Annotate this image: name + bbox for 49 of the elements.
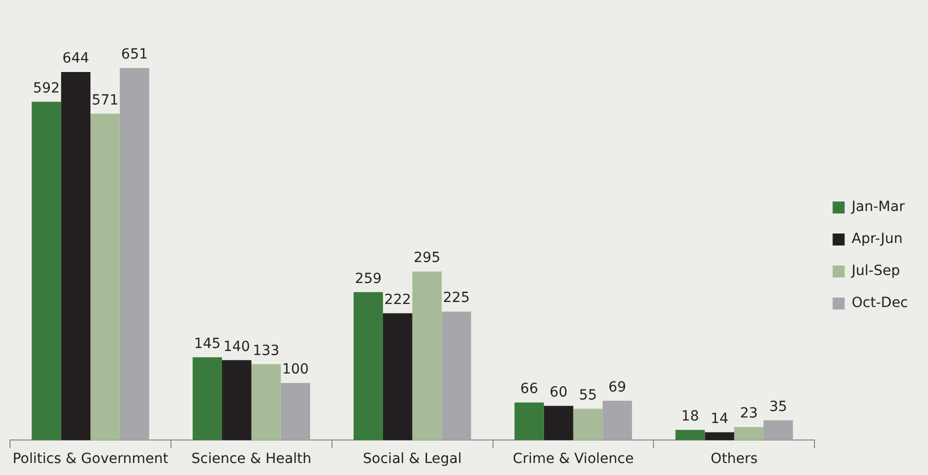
- bar: [120, 68, 150, 440]
- data-label: 259: [354, 270, 382, 287]
- bar: [764, 420, 793, 440]
- data-label: 592: [33, 80, 60, 96]
- bar: [251, 364, 281, 440]
- bar: [734, 427, 764, 440]
- x-tick-label: Politics & Government: [12, 451, 169, 468]
- data-label: 60: [550, 384, 568, 401]
- bar: [382, 313, 412, 440]
- bar: [573, 408, 603, 440]
- x-tick-label: Science & Health: [191, 451, 312, 468]
- legend-label: Apr-Jun: [852, 231, 903, 248]
- data-label: 651: [121, 46, 148, 63]
- bar: [90, 114, 120, 440]
- data-label: 145: [194, 336, 221, 352]
- bar: [61, 72, 90, 440]
- data-label: 100: [282, 362, 309, 378]
- data-label: 225: [443, 290, 470, 306]
- bar: [354, 292, 383, 440]
- data-label: 35: [769, 398, 788, 415]
- x-tick-label: Crime & Violence: [512, 451, 634, 468]
- bar: [602, 400, 632, 440]
- legend-label: Jul-Sep: [850, 263, 900, 280]
- legend-label: Jan-Mar: [850, 199, 905, 216]
- bar: [222, 360, 252, 440]
- x-tick-label: Others: [710, 451, 758, 468]
- bar: [32, 102, 62, 440]
- data-label: 133: [252, 342, 280, 359]
- data-label: 23: [740, 406, 758, 422]
- legend-label: Oct-Dec: [852, 295, 908, 312]
- bar: [412, 272, 442, 440]
- data-label: 295: [414, 250, 440, 266]
- bar: [544, 406, 574, 440]
- data-label: 571: [92, 92, 119, 108]
- bar: [704, 432, 734, 440]
- bar: [514, 402, 544, 440]
- bar: [280, 383, 310, 440]
- data-label: 140: [223, 338, 250, 355]
- data-label: 18: [681, 408, 700, 425]
- bar: [192, 357, 222, 440]
- data-label: 55: [579, 387, 597, 404]
- bar: [442, 312, 472, 440]
- bar: [675, 430, 705, 440]
- data-label: 644: [62, 50, 90, 67]
- data-label: 69: [608, 379, 626, 396]
- data-label: 14: [710, 410, 728, 427]
- x-tick-label: Social & Legal: [362, 451, 462, 468]
- data-label: 222: [384, 292, 412, 308]
- data-label: 66: [520, 381, 538, 398]
